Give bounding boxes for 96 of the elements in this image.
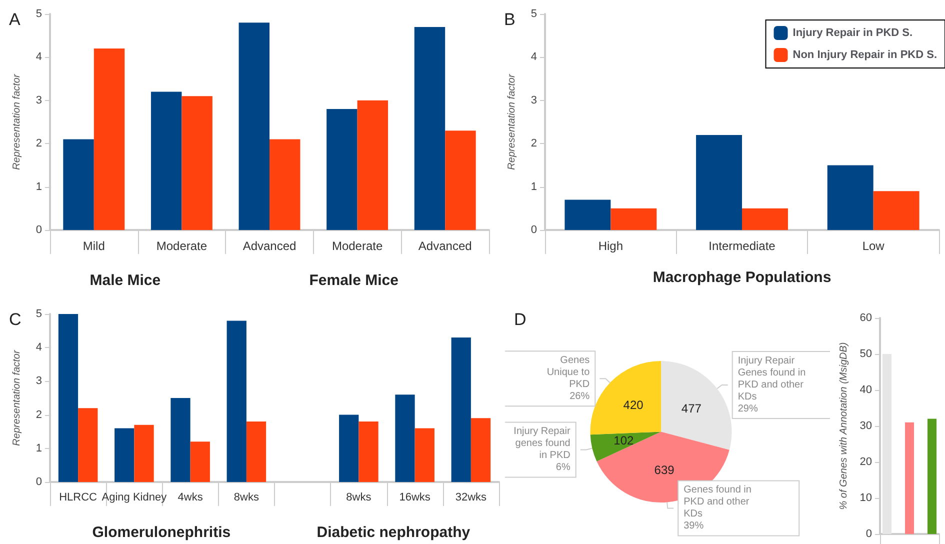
bar: [358, 422, 378, 482]
bar: [339, 414, 359, 482]
bar: [564, 200, 611, 230]
y-tick-label: 5: [36, 8, 42, 20]
bar: [170, 398, 190, 482]
chart-title: C: [9, 310, 22, 329]
x-tick-label: Advanced: [242, 239, 296, 253]
bar: [470, 418, 491, 482]
bar: [905, 422, 914, 534]
x-tick-label: Advanced: [418, 239, 472, 253]
slice-label: Injury Repair Genes found in PKD and other KDs 29%: [738, 355, 806, 414]
y-tick-label: 3: [36, 94, 42, 106]
bar: [357, 100, 388, 230]
data-label: 477: [681, 401, 702, 416]
y-tick-label: 4: [36, 342, 42, 354]
chart-title: A: [9, 10, 21, 29]
x-tick-label: Moderate: [156, 239, 208, 253]
bar: [696, 134, 742, 230]
y-tick-label: 4: [36, 51, 42, 64]
x-tick-label: 8wks: [346, 492, 372, 504]
y-axis-title: Representation factor: [12, 350, 22, 446]
text: Male Mice: [90, 272, 161, 289]
chart-title: B: [504, 10, 516, 29]
text: Glomerulonephritis: [92, 524, 231, 541]
bar: [78, 408, 98, 482]
bar: [58, 314, 78, 482]
y-tick-label: 5: [530, 8, 537, 20]
y-tick-label: 0: [530, 224, 537, 236]
y-axis-title: % of Genes with Annotation (MsigDB): [838, 342, 850, 510]
y-tick-label: 3: [530, 94, 537, 106]
bar: [114, 428, 134, 482]
y-tick-label: 1: [36, 180, 42, 193]
y-axis-title: Representation factor: [12, 74, 22, 170]
x-tick-label: Moderate: [332, 239, 383, 253]
y-tick-label: 2: [36, 138, 42, 150]
y-tick-label: 30: [860, 420, 872, 432]
y-tick-label: 40: [860, 384, 872, 396]
bar: [182, 96, 212, 230]
x-tick-label: 32wks: [455, 492, 488, 504]
bar: [270, 139, 300, 230]
x-tick-label: High: [598, 239, 624, 253]
x-tick-label: HLRCC: [59, 492, 98, 504]
y-tick-label: 2: [36, 408, 42, 421]
y-tick-label: 5: [36, 308, 42, 320]
bar: [873, 191, 920, 230]
y-tick-label: 50: [860, 348, 872, 360]
data-label: 420: [623, 398, 644, 412]
data-label: 102: [614, 434, 634, 448]
y-tick-label: 0: [866, 528, 872, 540]
bar: [742, 208, 788, 230]
bar: [445, 130, 476, 230]
chart-title: D: [514, 310, 526, 329]
bar: [451, 338, 471, 482]
y-tick-label: 0: [36, 476, 42, 488]
text: Diabetic nephropathy: [316, 524, 471, 541]
y-axis-title: Representation factor: [506, 74, 518, 170]
bar: [238, 22, 270, 230]
legend-label: Injury Repair in PKD S.: [792, 27, 913, 39]
y-tick-label: 10: [860, 492, 872, 504]
text: Female Mice: [309, 272, 398, 289]
x-tick-label: 8wks: [234, 492, 260, 504]
x-tick-label: 4wks: [178, 492, 204, 504]
bar: [63, 139, 94, 230]
y-tick-label: 0: [36, 224, 42, 236]
y-tick-label: 2: [530, 138, 537, 150]
x-tick-label: 16wks: [399, 492, 431, 504]
x-tick-label: Aging Kidney: [102, 492, 168, 504]
x-tick-label: Intermediate: [708, 239, 776, 253]
bar: [150, 92, 182, 230]
slice-label: Genes Unique to PKD 26%: [546, 355, 590, 402]
bar: [190, 442, 210, 482]
bar: [882, 354, 892, 534]
bar: [610, 208, 657, 230]
bar: [928, 418, 936, 534]
bar: [414, 26, 446, 230]
data-label: 639: [654, 462, 675, 477]
x-tick-label: Low: [862, 239, 885, 253]
x-axis-title: Macrophage Populations: [652, 269, 832, 286]
bar: [827, 165, 874, 230]
y-tick-label: 20: [860, 456, 872, 468]
slice-label: Injury Repair genes found in PKD 6%: [514, 426, 572, 474]
bar: [226, 320, 246, 482]
bar: [326, 109, 358, 230]
y-tick-label: 1: [36, 442, 42, 454]
legend-label: Non Injury Repair in PKD S.: [792, 49, 938, 61]
bar: [134, 424, 154, 482]
bar: [414, 428, 434, 482]
bar: [246, 422, 266, 482]
slice-label: Genes found in PKD and other KDs 39%: [684, 484, 752, 532]
x-tick-label: Mild: [82, 239, 105, 253]
y-tick-label: 60: [860, 312, 872, 324]
y-tick-label: 1: [530, 180, 537, 193]
bar: [94, 48, 125, 230]
y-tick-label: 4: [530, 51, 537, 64]
y-tick-label: 3: [36, 375, 42, 388]
bar: [395, 394, 415, 482]
